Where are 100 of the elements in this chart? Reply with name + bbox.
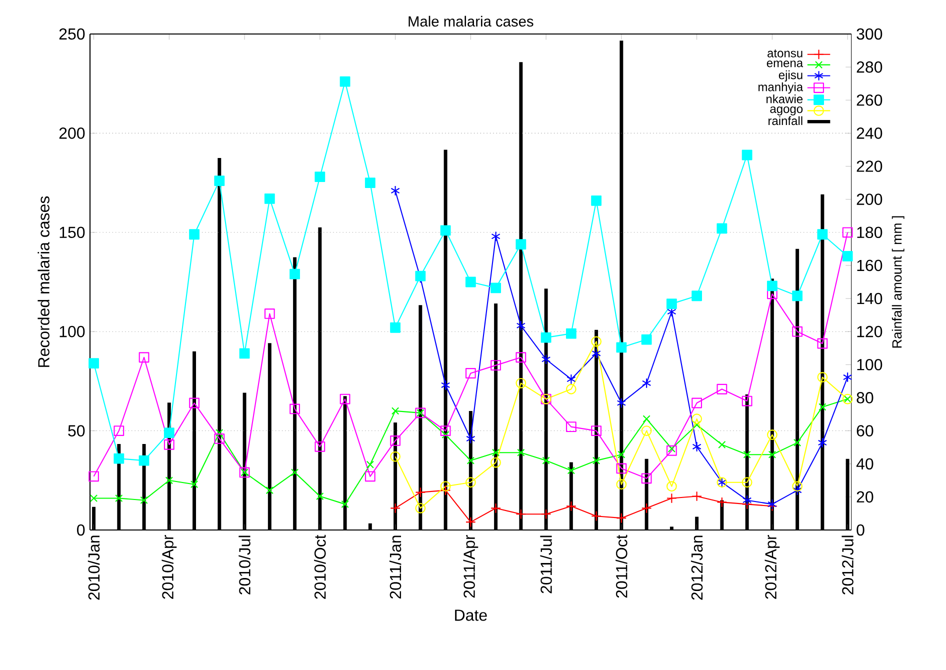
y2-tick-label: 200 [856,194,882,205]
point [792,485,802,496]
point [642,415,650,423]
point [641,473,652,484]
point [540,332,552,343]
point [742,150,752,160]
point [516,352,526,363]
point [692,491,702,502]
point [190,480,198,488]
point [566,384,576,394]
point [290,404,300,414]
point [138,352,150,363]
y-tick-label: 100 [60,326,85,338]
point [817,229,828,240]
point [216,428,224,437]
point [164,428,174,438]
point [541,354,551,365]
point [792,326,803,337]
point [264,193,275,204]
point [341,500,349,508]
point [189,229,200,240]
y2-tick-label: 180 [857,226,882,238]
point [290,268,300,280]
point [842,250,853,262]
y-tick-label: 200 [59,128,85,139]
point [618,450,626,458]
point [641,334,652,345]
point [517,448,525,456]
point [465,477,476,488]
point [642,378,652,388]
point [264,308,275,319]
point [666,493,677,504]
point [314,441,326,452]
x-tick-label: 2012/Jul [842,536,854,594]
x-tick-label: 2011/Oct [616,534,628,598]
point [591,195,602,206]
point [793,438,802,447]
point [542,456,550,464]
point [440,426,451,436]
x-axis-title: Date [455,610,487,621]
y-tick-label: 150 [60,226,85,238]
point [165,476,173,484]
y2-tick-label: 0 [856,524,864,536]
point [566,422,576,432]
point [742,477,752,488]
y2-tick-label: 20 [856,491,874,503]
point [716,223,728,234]
point [466,456,475,464]
y2-tick-label: 280 [856,61,882,73]
legend-label: emena [766,60,804,68]
point [566,328,576,339]
point [566,374,576,384]
point [390,451,400,462]
x-tick-label: 2011/Jul [540,536,552,594]
point [340,394,350,404]
chart-title: Male malaria cases [408,16,534,27]
x-tick-label: 2011/Apr [463,534,478,598]
point [692,398,702,408]
x-tick-label: 2010/Apr [162,534,177,599]
point [716,384,728,394]
point [340,76,350,87]
point [490,457,501,468]
point [766,288,778,300]
point [391,407,400,415]
point [616,398,626,408]
point [842,227,853,238]
point [742,495,752,506]
point [591,336,602,347]
point [792,481,803,492]
point [465,368,476,378]
y2-tick-label: 240 [856,128,882,139]
point [114,426,124,436]
legend-label: manhyia [758,82,804,94]
point [415,487,426,498]
legend-label: ejisu [778,70,802,82]
point [164,439,174,450]
x-tick-label: 2010/Jan [88,536,100,600]
point [692,414,702,424]
point [666,445,677,456]
point [792,290,803,302]
point [189,398,200,408]
legend-label: agogo [770,106,803,116]
point [616,479,627,490]
point [641,502,652,514]
point [442,430,450,439]
x-tick-label: 2010/Oct [314,534,326,599]
y-tick-label: 250 [59,28,85,40]
point [592,348,601,359]
point [239,348,250,359]
point [540,508,552,520]
y-tick-label: 0 [77,524,85,536]
legend-label: atonsu [768,50,802,58]
point [490,360,501,371]
point [818,437,828,448]
point [490,502,501,514]
y2-tick-label: 100 [857,358,882,370]
point [817,372,828,382]
point [666,481,677,492]
point [616,342,627,353]
point [415,502,426,514]
